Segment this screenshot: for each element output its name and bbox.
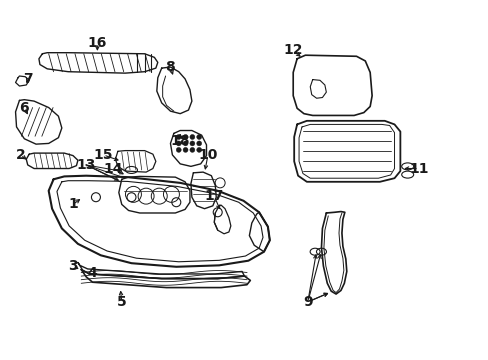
Text: 10: 10	[198, 148, 217, 162]
Text: 6: 6	[20, 100, 29, 114]
Text: 15: 15	[93, 148, 113, 162]
Text: 9: 9	[303, 295, 312, 309]
Text: 1: 1	[68, 197, 78, 211]
Text: 8: 8	[165, 60, 175, 74]
Text: 7: 7	[23, 72, 33, 86]
Circle shape	[196, 141, 201, 146]
Circle shape	[189, 135, 195, 139]
Text: 2: 2	[16, 148, 25, 162]
Circle shape	[176, 135, 181, 139]
Circle shape	[183, 147, 188, 152]
Text: 3: 3	[68, 259, 78, 273]
Text: 11: 11	[408, 162, 428, 176]
Circle shape	[176, 147, 181, 152]
Text: 14: 14	[103, 162, 122, 176]
Circle shape	[176, 141, 181, 146]
Circle shape	[183, 141, 188, 146]
Circle shape	[196, 147, 201, 152]
Circle shape	[189, 141, 195, 146]
Text: 16: 16	[87, 36, 107, 50]
Text: 4: 4	[87, 266, 97, 280]
Text: 13: 13	[76, 158, 96, 172]
Text: 5: 5	[117, 295, 126, 309]
Text: 18: 18	[170, 134, 189, 148]
Circle shape	[196, 135, 201, 139]
Text: 17: 17	[204, 189, 224, 203]
Circle shape	[183, 135, 188, 139]
Text: 12: 12	[283, 43, 303, 57]
Circle shape	[189, 147, 195, 152]
